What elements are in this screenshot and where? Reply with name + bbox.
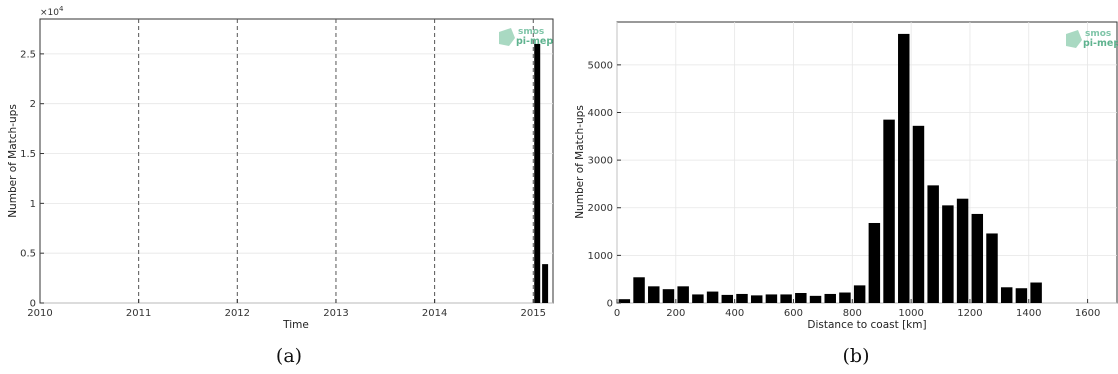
x-tick-label: 800 <box>843 308 862 319</box>
plot-area-b <box>616 21 1118 304</box>
bar <box>1030 282 1042 303</box>
y-tick-label: 1.5 <box>20 149 36 160</box>
x-tick-label: 200 <box>666 308 685 319</box>
x-tick-label: 2014 <box>422 308 447 319</box>
y-tick-label: 0 <box>30 299 36 310</box>
bar <box>648 286 660 303</box>
y-tick-label: 1000 <box>588 251 613 262</box>
bar <box>618 299 631 303</box>
smos-logo-a: smos pi-mep <box>499 27 553 47</box>
bar <box>765 294 778 303</box>
logo-shape-icon <box>499 28 515 46</box>
x-tick-label: 1400 <box>1016 308 1041 319</box>
svg-text:pi-mep: pi-mep <box>1083 38 1118 49</box>
y-tick-label: 2 <box>30 99 36 110</box>
x-axis-label-b: Distance to coast [km] <box>807 319 926 331</box>
y-tick-label: 3000 <box>588 156 613 167</box>
panel-label-a: (a) <box>276 345 302 367</box>
svg-text:smos: smos <box>1085 29 1111 39</box>
y-multiplier: ×104 <box>40 5 64 18</box>
x-tick-label: 1200 <box>957 308 982 319</box>
y-tick-label: 0 <box>607 299 613 310</box>
x-tick-label: 2015 <box>521 308 546 319</box>
svg-text:pi-mep: pi-mep <box>516 36 553 47</box>
y-tick-label: 1 <box>30 199 36 210</box>
plot-area-a <box>39 18 554 304</box>
panel-b: 0 200 400 600 800 1000 1200 1400 1600 0 1000 2000 3… <box>574 21 1118 367</box>
bar <box>736 293 748 303</box>
panel-label-b: (b) <box>843 345 870 367</box>
x-tick-label: 2011 <box>126 308 151 319</box>
bar <box>942 205 954 303</box>
y-tick-label: 2000 <box>588 203 613 214</box>
bar <box>677 286 689 303</box>
bar <box>912 125 925 303</box>
y-tick-label: 5000 <box>588 60 613 71</box>
y-axis-label-a: Number of Match-ups <box>7 104 19 218</box>
y-tick-label: 0.5 <box>20 249 36 260</box>
bar <box>898 33 910 304</box>
bar <box>868 222 881 303</box>
bar <box>780 294 792 303</box>
bar <box>986 233 998 303</box>
y-axis-label-b: Number of Match-ups <box>574 105 586 219</box>
x-tick-label: 2010 <box>27 308 52 319</box>
bar <box>927 185 939 303</box>
x-tick-label: 0 <box>614 308 620 319</box>
bar <box>633 277 645 303</box>
bar <box>1000 287 1013 303</box>
bar <box>692 294 704 303</box>
y-tick-label: 2.5 <box>20 49 36 60</box>
x-tick-label: 1600 <box>1075 308 1100 319</box>
bar <box>750 295 763 303</box>
panel-a: 2010 2011 2012 2013 2014 2015 0 0.5 1 1.5 2 2.5 ×1… <box>7 5 554 367</box>
smos-logo-b: smos pi-mep <box>1066 29 1118 49</box>
svg-text:smos: smos <box>518 27 544 37</box>
logo-shape-icon <box>1066 30 1082 48</box>
x-axis-label-a: Time <box>282 319 309 331</box>
bar <box>542 264 549 303</box>
x-tick-label: 600 <box>784 308 803 319</box>
bar <box>662 289 675 303</box>
bar <box>1015 288 1028 303</box>
bar <box>721 294 734 303</box>
bar <box>824 293 836 303</box>
bar <box>853 285 866 303</box>
x-tick-label: 1000 <box>898 308 923 319</box>
x-tick-label: 400 <box>725 308 744 319</box>
bar <box>839 292 851 303</box>
bar <box>883 119 895 303</box>
x-tick-label: 2012 <box>225 308 250 319</box>
x-tick-label: 2013 <box>323 308 348 319</box>
bar <box>795 292 807 303</box>
bar <box>956 198 969 303</box>
bar <box>809 295 822 303</box>
bar <box>534 43 541 303</box>
bar <box>971 213 984 303</box>
bar <box>706 291 719 303</box>
y-tick-label: 4000 <box>588 108 613 119</box>
